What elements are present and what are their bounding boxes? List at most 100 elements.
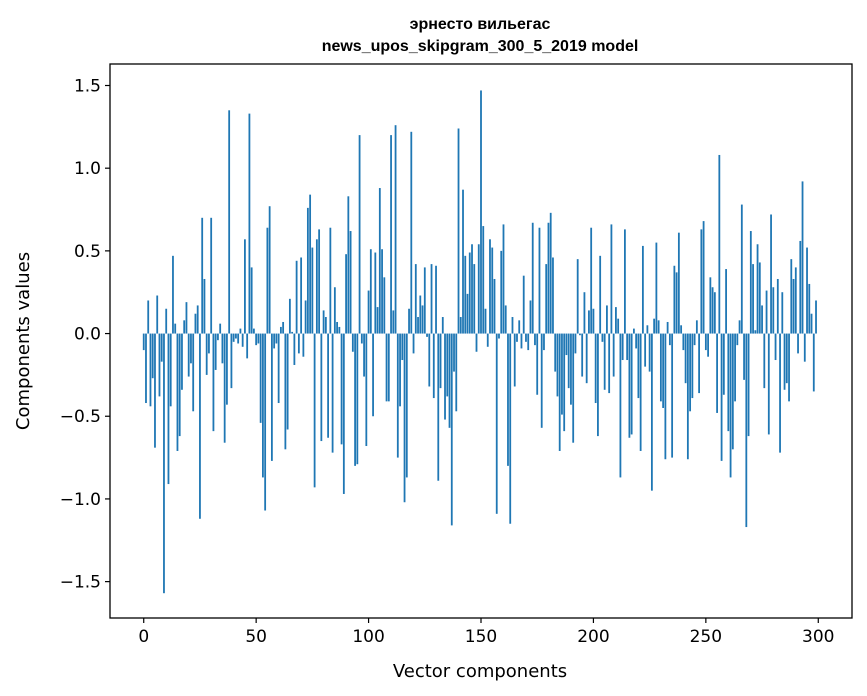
bar: [329, 227, 332, 334]
bar: [210, 217, 213, 334]
bar: [621, 333, 624, 361]
bar: [219, 323, 222, 334]
bar: [565, 333, 568, 356]
bar: [633, 328, 635, 334]
bar: [459, 317, 462, 334]
bar: [324, 317, 327, 334]
bar: [259, 333, 262, 423]
bar: [448, 333, 451, 428]
y-axis-label: Components values: [13, 252, 34, 430]
bar: [345, 254, 347, 334]
bar: [664, 333, 667, 460]
bar: [268, 206, 271, 334]
bar: [552, 257, 554, 334]
y-tick-label: 0.5: [74, 242, 101, 262]
bar: [275, 333, 278, 344]
bar: [437, 333, 440, 481]
bar: [653, 318, 656, 334]
bar: [387, 333, 390, 402]
bar: [776, 278, 779, 334]
y-tick-label: 1.0: [74, 159, 101, 179]
bar: [570, 333, 572, 405]
bar: [531, 222, 534, 334]
bar: [468, 252, 471, 334]
bar: [680, 325, 683, 334]
bar: [815, 300, 817, 334]
bar: [291, 331, 294, 334]
bar: [300, 257, 303, 334]
bar: [381, 249, 383, 334]
bar: [331, 333, 334, 453]
bar: [500, 250, 503, 334]
bar: [318, 229, 321, 334]
bar: [383, 277, 386, 334]
bar: [702, 221, 705, 334]
bar: [360, 333, 363, 344]
bar: [176, 333, 179, 451]
bar: [713, 292, 716, 334]
bar: [241, 333, 244, 347]
bar: [601, 333, 604, 342]
bar: [286, 333, 289, 430]
bar: [473, 264, 476, 334]
bar: [315, 239, 318, 334]
bar: [558, 333, 561, 451]
bar: [522, 275, 525, 334]
x-tick-label: 100: [352, 627, 384, 647]
bar: [313, 333, 316, 488]
bar: [615, 307, 617, 334]
bar: [399, 333, 401, 407]
bar-series: [142, 90, 817, 594]
bar: [426, 333, 428, 337]
bar: [756, 244, 759, 334]
bar: [228, 110, 231, 334]
bar: [794, 267, 797, 334]
bar: [484, 308, 487, 334]
bar: [812, 333, 815, 392]
bar: [192, 333, 195, 412]
bar: [160, 333, 163, 362]
bar: [671, 333, 674, 458]
bar: [608, 333, 611, 394]
bar: [507, 333, 509, 466]
bar: [405, 333, 408, 478]
bar: [295, 260, 298, 334]
bar: [810, 313, 813, 334]
bar: [248, 113, 251, 334]
chart-title-line1: эрнесто вильегас: [410, 16, 551, 33]
bar: [435, 265, 437, 334]
bar: [369, 249, 372, 334]
bar: [217, 333, 219, 341]
bar: [567, 333, 570, 389]
bar: [781, 292, 784, 334]
bar: [428, 333, 431, 387]
bar: [745, 333, 748, 528]
bar: [792, 278, 795, 334]
bar: [471, 244, 473, 334]
bar: [691, 333, 694, 399]
bar: [183, 320, 186, 334]
bar: [327, 333, 329, 438]
bar: [525, 333, 527, 342]
bar: [626, 333, 629, 361]
bar: [513, 333, 516, 387]
x-tick-label: 50: [245, 627, 267, 647]
bar: [466, 293, 469, 334]
bar: [788, 333, 790, 402]
bar: [594, 333, 597, 404]
bar: [504, 305, 507, 334]
bar: [336, 321, 338, 334]
bar: [628, 333, 631, 438]
bar: [199, 333, 201, 519]
bar: [693, 333, 696, 346]
bar: [351, 333, 354, 352]
bar: [700, 229, 703, 334]
bar: [423, 267, 426, 334]
bar: [190, 333, 192, 364]
bar: [320, 333, 323, 442]
bar: [641, 245, 644, 334]
bar: [167, 333, 170, 485]
bar: [695, 320, 698, 334]
bar: [212, 333, 215, 432]
